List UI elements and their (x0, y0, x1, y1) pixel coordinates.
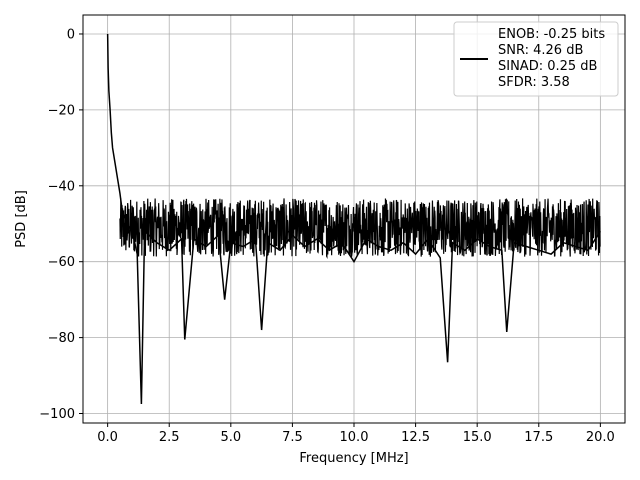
x-tick-label: 2.5 (159, 430, 180, 445)
y-tick-label: −100 (39, 407, 75, 422)
legend-snr: SNR: 4.26 dB (498, 43, 583, 58)
x-axis-ticks: 0.0 2.5 5.0 7.5 10.0 12.5 15.0 17.5 20.0 (97, 423, 615, 445)
y-tick-label: −20 (48, 103, 75, 118)
y-tick-label: −60 (48, 255, 75, 270)
legend-box (453, 21, 619, 97)
legend-enob: ENOB: -0.25 bits (498, 27, 605, 42)
y-tick-label: 0 (67, 27, 75, 42)
legend-sinad: SINAD: 0.25 dB (498, 59, 597, 74)
x-tick-label: 17.5 (524, 430, 553, 445)
y-axis-ticks: 0 −20 −40 −60 −80 −100 (39, 27, 83, 422)
legend-sfdr: SFDR: 3.58 (498, 75, 570, 90)
y-tick-label: −40 (48, 179, 75, 194)
x-tick-label: 15.0 (463, 430, 492, 445)
psd-trace (106, 33, 601, 405)
psd-series (106, 33, 601, 405)
y-tick-label: −80 (48, 331, 75, 346)
x-tick-label: 0.0 (97, 430, 118, 445)
x-tick-label: 7.5 (282, 430, 303, 445)
x-axis-label: Frequency [MHz] (299, 451, 408, 466)
noise-floor-trace (119, 198, 601, 259)
legend: ENOB: -0.25 bits SNR: 4.26 dB SINAD: 0.2… (453, 21, 619, 97)
y-axis-label: PSD [dB] (14, 190, 29, 248)
x-tick-label: 10.0 (340, 430, 369, 445)
x-tick-label: 5.0 (220, 430, 241, 445)
x-tick-label: 12.5 (401, 430, 430, 445)
plot-area-frame (82, 14, 626, 424)
x-tick-label: 20.0 (586, 430, 615, 445)
